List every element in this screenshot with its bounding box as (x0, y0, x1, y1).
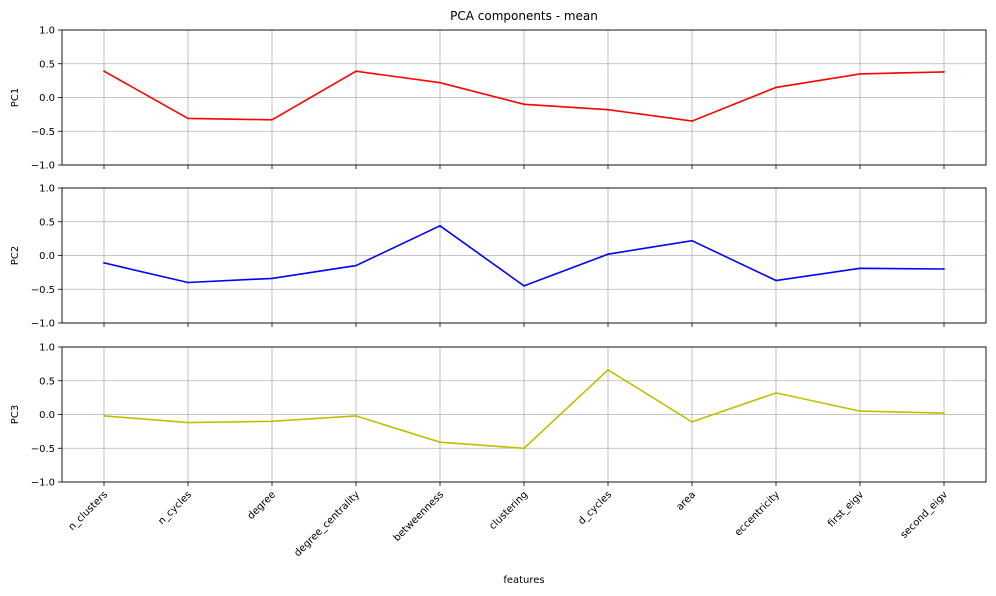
x-tick-label: n_clusters (67, 489, 111, 533)
x-tick-label: area (675, 489, 699, 513)
data-point (775, 86, 777, 89)
y-tick-label: −0.5 (31, 444, 55, 455)
y-tick-label: 0.5 (39, 59, 55, 70)
y-tick-label: 0.5 (39, 217, 55, 228)
x-tick-label: n_cycles (156, 489, 194, 527)
axes-frame (61, 187, 987, 324)
data-point (943, 412, 945, 415)
y-tick-label: 1.0 (39, 26, 55, 37)
x-tick-label: first_eigv (826, 489, 866, 529)
data-point (103, 262, 105, 264)
y-tick-label: −1.0 (31, 319, 55, 330)
data-point (607, 108, 609, 111)
x-axis-label: features (503, 575, 544, 586)
chart-title: PCA components - mean (450, 9, 598, 23)
y-tick-label: 0.5 (39, 376, 55, 387)
data-point (103, 70, 105, 73)
data-point (775, 279, 777, 282)
y-tick-label: −1.0 (31, 161, 55, 172)
x-tick-label: second_eigv (899, 489, 951, 541)
data-point (271, 277, 273, 280)
x-tick-label: eccentricity (733, 489, 782, 538)
data-point (607, 253, 609, 256)
y-axis-label: PC1 (10, 88, 21, 107)
data-point (523, 447, 525, 450)
data-point (355, 414, 357, 417)
y-tick-label: 0.0 (39, 93, 55, 104)
axes-frame (61, 29, 987, 166)
data-point (523, 284, 525, 287)
data-point (271, 420, 273, 423)
data-point (355, 70, 357, 73)
data-point (103, 414, 105, 417)
y-tick-label: −0.5 (31, 285, 55, 296)
data-point (859, 267, 861, 270)
data-point (439, 224, 441, 227)
y-tick-label: 0.0 (39, 251, 55, 262)
y-tick-label: 0.0 (39, 410, 55, 421)
data-point (187, 281, 189, 284)
x-tick-label: clustering (487, 489, 530, 532)
data-point (523, 103, 525, 106)
data-point (439, 81, 441, 84)
x-tick-label: d_cycles (576, 489, 614, 527)
data-point (607, 369, 609, 371)
panel-pc2: −1.0 −0.5 0.0 0.5 1.0 PC2 (10, 184, 987, 330)
data-point (943, 268, 945, 270)
data-point (943, 70, 945, 73)
y-tick-label: 1.0 (39, 184, 55, 195)
data-point (271, 118, 273, 121)
y-axis-label: PC2 (10, 246, 21, 265)
x-tick-label: betweenness (392, 489, 447, 544)
data-point (691, 421, 693, 423)
data-point (775, 392, 777, 394)
data-point (691, 120, 693, 123)
y-tick-label: −1.0 (31, 478, 55, 489)
axes-frame (61, 346, 987, 483)
y-tick-label: −0.5 (31, 127, 55, 138)
y-tick-label: 1.0 (39, 343, 55, 354)
panel-pc1: −1.0 −0.5 0.0 0.5 1.0 PC1 (10, 26, 987, 172)
data-point (859, 72, 861, 75)
data-point (439, 441, 441, 444)
panel-pc3: −1.0 −0.5 0.0 0.5 1.0 PC3 (10, 343, 987, 489)
data-point (187, 421, 189, 424)
data-point (355, 264, 357, 267)
x-tick-label: degree_centrality (292, 489, 362, 559)
y-axis-label: PC3 (10, 405, 21, 424)
data-point (187, 117, 189, 120)
data-point (691, 239, 693, 242)
data-point (859, 410, 861, 413)
x-tick-label: degree (246, 489, 279, 522)
